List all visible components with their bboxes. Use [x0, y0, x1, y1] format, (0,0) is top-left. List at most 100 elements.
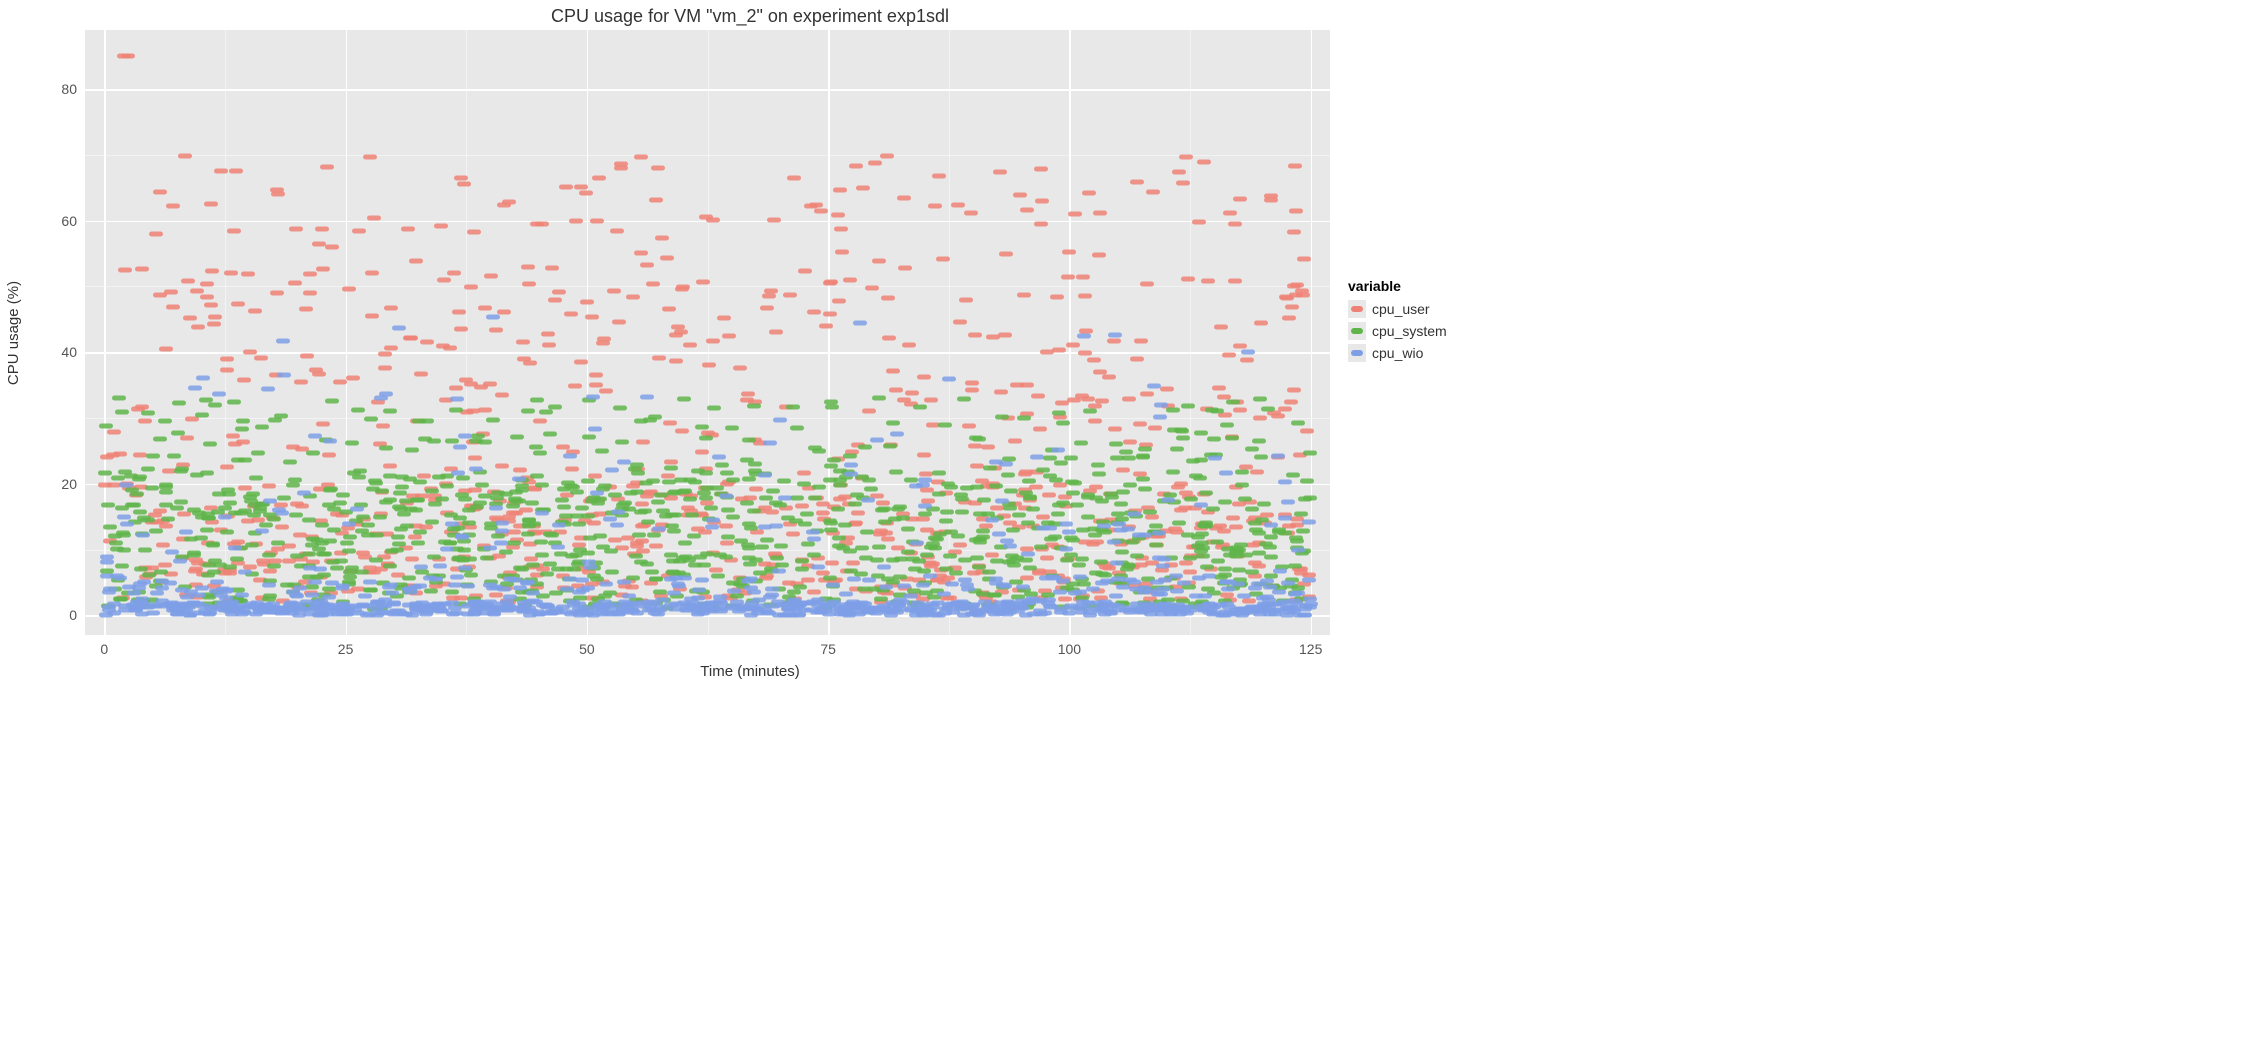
data-point-cpu_system — [1183, 556, 1197, 561]
data-point-cpu_user — [282, 559, 296, 564]
data-point-cpu_system — [1201, 587, 1215, 592]
data-point-cpu_user — [1078, 351, 1092, 356]
data-point-cpu_system — [1001, 473, 1015, 478]
data-point-cpu_wio — [225, 612, 239, 617]
data-point-cpu_user — [346, 376, 360, 381]
data-point-cpu_user — [749, 486, 763, 491]
data-point-cpu_system — [184, 536, 198, 541]
data-point-cpu_system — [932, 470, 946, 475]
data-point-cpu_user — [333, 380, 347, 385]
data-point-cpu_system — [138, 548, 152, 553]
data-point-cpu_wio — [453, 444, 467, 449]
data-point-cpu_wio — [535, 510, 549, 515]
data-point-cpu_system — [687, 534, 701, 539]
data-point-cpu_wio — [1297, 613, 1311, 618]
data-point-cpu_user — [652, 356, 666, 361]
data-point-cpu_user — [378, 351, 392, 356]
data-point-cpu_user — [227, 229, 241, 234]
data-point-cpu_user — [303, 271, 317, 276]
data-point-cpu_system — [1026, 507, 1040, 512]
data-point-cpu_wio — [1008, 604, 1022, 609]
data-point-cpu_system — [478, 493, 492, 498]
data-point-cpu_wio — [937, 592, 951, 597]
data-point-cpu_system — [534, 540, 548, 545]
data-point-cpu_wio — [155, 585, 169, 590]
data-point-cpu_user — [243, 349, 257, 354]
data-point-cpu_user — [231, 540, 245, 545]
data-point-cpu_user — [936, 257, 950, 262]
data-point-cpu_wio — [275, 510, 289, 515]
data-point-cpu_system — [141, 466, 155, 471]
data-point-cpu_user — [787, 175, 801, 180]
data-point-cpu_system — [707, 406, 721, 411]
data-point-cpu_wio — [107, 610, 121, 615]
data-point-cpu_user — [823, 312, 837, 317]
data-point-cpu_wio — [348, 607, 362, 612]
data-point-cpu_system — [1194, 430, 1208, 435]
data-point-cpu_user — [1250, 469, 1264, 474]
data-point-cpu_system — [1083, 408, 1097, 413]
data-point-cpu_wio — [526, 591, 540, 596]
data-point-cpu_system — [117, 547, 131, 552]
data-point-cpu_wio — [1059, 546, 1073, 551]
data-point-cpu_wio — [946, 609, 960, 614]
data-point-cpu_system — [206, 541, 220, 546]
data-point-cpu_wio — [1157, 557, 1171, 562]
data-point-cpu_user — [592, 176, 606, 181]
data-point-cpu_system — [208, 402, 222, 407]
data-point-cpu_system — [629, 553, 643, 558]
data-point-cpu_system — [1149, 524, 1163, 529]
data-point-cpu_user — [1278, 407, 1292, 412]
legend-item-cpu-wio: cpu_wio — [1348, 344, 1447, 362]
data-point-cpu_user — [452, 309, 466, 314]
data-point-cpu_system — [306, 450, 320, 455]
data-point-cpu_user — [968, 443, 982, 448]
data-point-cpu_wio — [611, 510, 625, 515]
data-point-cpu_system — [1023, 565, 1037, 570]
data-point-cpu_system — [1116, 489, 1130, 494]
data-point-cpu_system — [133, 509, 147, 514]
data-point-cpu_user — [832, 298, 846, 303]
data-point-cpu_wio — [745, 600, 759, 605]
data-point-cpu_wio — [483, 546, 497, 551]
data-point-cpu_user — [1053, 415, 1067, 420]
data-point-cpu_user — [454, 176, 468, 181]
data-point-cpu_system — [499, 492, 513, 497]
data-point-cpu_system — [549, 591, 563, 596]
data-point-cpu_system — [1245, 507, 1259, 512]
data-point-cpu_user — [706, 217, 720, 222]
data-point-cpu_wio — [455, 534, 469, 539]
data-point-cpu_system — [1052, 502, 1066, 507]
data-point-cpu_system — [1034, 544, 1048, 549]
data-point-cpu_user — [414, 371, 428, 376]
data-point-cpu_wio — [482, 604, 496, 609]
data-point-cpu_system — [787, 589, 801, 594]
data-point-cpu_wio — [1154, 403, 1168, 408]
data-point-cpu_system — [1234, 542, 1248, 547]
data-point-cpu_user — [585, 314, 599, 319]
data-point-cpu_wio — [392, 325, 406, 330]
data-point-cpu_user — [625, 585, 639, 590]
data-point-cpu_wio — [617, 459, 631, 464]
data-point-cpu_system — [410, 497, 424, 502]
data-point-cpu_user — [208, 314, 222, 319]
data-point-cpu_user — [1146, 190, 1160, 195]
data-point-cpu_user — [299, 306, 313, 311]
data-point-cpu_wio — [1268, 611, 1282, 616]
data-point-cpu_user — [191, 325, 205, 330]
data-point-cpu_system — [939, 519, 953, 524]
data-point-cpu_user — [1035, 199, 1049, 204]
data-point-cpu_system — [223, 501, 237, 506]
data-point-cpu_system — [1138, 447, 1152, 452]
data-point-cpu_system — [249, 476, 263, 481]
data-point-cpu_system — [595, 449, 609, 454]
data-point-cpu_user — [970, 464, 984, 469]
data-point-cpu_system — [969, 436, 983, 441]
data-point-cpu_user — [831, 212, 845, 217]
data-point-cpu_wio — [575, 577, 589, 582]
data-point-cpu_wio — [450, 574, 464, 579]
data-point-cpu_system — [248, 502, 262, 507]
data-point-cpu_system — [1066, 491, 1080, 496]
data-point-cpu_system — [1211, 559, 1225, 564]
data-point-cpu_user — [762, 294, 776, 299]
